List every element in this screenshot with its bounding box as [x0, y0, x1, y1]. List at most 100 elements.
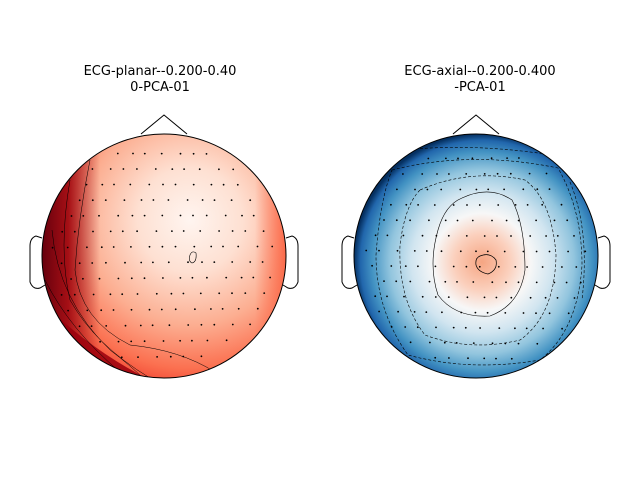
sensor-marker — [201, 199, 204, 201]
sensor-marker — [206, 339, 209, 342]
sensor-marker — [213, 199, 216, 202]
title-line-1: ECG-axial--0.200-0.400 — [404, 64, 556, 79]
sensor-marker — [402, 173, 404, 175]
sensor-marker — [504, 312, 507, 314]
sensor-marker — [517, 342, 520, 345]
sensor-marker — [199, 230, 202, 232]
sensor-marker — [262, 230, 265, 233]
sensor-marker — [182, 292, 185, 295]
sensor-marker — [448, 173, 450, 175]
sensor-marker — [466, 296, 469, 299]
sensor-marker — [491, 219, 493, 222]
sensor-marker — [162, 340, 165, 342]
sensor-marker — [452, 326, 455, 329]
sensor-marker — [193, 245, 196, 248]
sensor-marker — [452, 204, 455, 206]
sensor-marker — [182, 230, 185, 232]
sensor-marker — [213, 261, 216, 263]
sensor-marker — [240, 276, 243, 279]
sensor-marker — [435, 326, 437, 329]
sensor-marker — [390, 265, 393, 267]
sensor-marker — [152, 261, 154, 264]
sensor-marker — [496, 172, 499, 175]
sensor-marker — [90, 325, 93, 327]
sensor-marker — [506, 157, 508, 160]
sensor-marker — [112, 309, 115, 311]
sensor-marker — [417, 204, 419, 206]
sensor-marker — [417, 265, 419, 268]
sensor-marker — [192, 183, 195, 186]
sensor-marker — [218, 168, 220, 171]
sensor-marker — [191, 276, 194, 279]
sensor-marker — [152, 199, 155, 201]
sensor-marker — [206, 276, 208, 279]
sensor-marker — [231, 261, 234, 263]
sensor-marker — [230, 199, 233, 202]
sensor-marker — [169, 355, 172, 358]
sensor-marker — [447, 234, 450, 237]
sensor-marker — [421, 173, 424, 175]
sensor-marker — [465, 265, 468, 268]
sensor-marker — [160, 152, 163, 155]
sensor-marker — [191, 339, 193, 342]
sensor-marker — [271, 245, 274, 248]
sensor-marker — [225, 339, 228, 342]
sensor-marker — [565, 281, 568, 284]
sensor-marker — [378, 310, 380, 313]
sensor-marker — [496, 235, 498, 237]
sensor-marker — [161, 245, 164, 248]
sensor-marker — [241, 214, 243, 217]
sensor-marker — [109, 168, 112, 170]
sensor-marker — [161, 214, 164, 217]
sensor-marker — [510, 296, 513, 299]
sensor-marker — [497, 204, 500, 206]
sensor-marker — [183, 168, 186, 171]
sensor-marker — [497, 265, 500, 268]
sensor-marker — [427, 157, 430, 160]
sensor-marker — [434, 265, 437, 268]
sensor-marker — [148, 183, 151, 186]
sensor-marker — [232, 168, 235, 171]
sensor-marker — [548, 250, 551, 253]
sensor-marker — [205, 153, 208, 155]
sensor-marker — [199, 292, 202, 295]
sensor-marker — [425, 311, 428, 313]
sensor-marker — [472, 342, 475, 344]
sensor-marker — [556, 297, 559, 299]
sensor-marker — [397, 310, 399, 313]
sensor-marker — [140, 199, 143, 201]
sensor-marker — [213, 323, 216, 326]
sensor-marker — [402, 234, 405, 237]
sensor-marker — [252, 276, 255, 279]
sensor-marker — [218, 230, 221, 232]
sensor-marker — [490, 157, 493, 160]
sensor-marker — [483, 357, 486, 360]
sensor-marker — [514, 327, 516, 330]
sensor-marker — [386, 295, 388, 298]
sensor-marker — [509, 172, 512, 175]
sensor-marker — [132, 152, 134, 155]
sensor-marker — [91, 199, 94, 202]
sensor-marker — [390, 325, 393, 328]
sensor-marker — [162, 277, 164, 279]
sensor-marker — [160, 308, 163, 311]
sensor-marker — [541, 203, 544, 206]
sensor-marker — [465, 235, 468, 237]
sensor-marker — [409, 341, 412, 344]
sensor-marker — [109, 230, 112, 233]
sensor-marker — [374, 295, 377, 298]
sensor-marker — [236, 183, 239, 186]
sensor-marker — [535, 312, 537, 315]
sensor-marker — [162, 183, 164, 186]
sensor-marker — [143, 340, 146, 343]
sensor-marker — [130, 277, 133, 280]
sensor-marker — [396, 188, 398, 191]
sensor-marker — [70, 278, 72, 280]
sensor-marker — [498, 327, 501, 329]
sensor-marker — [429, 341, 431, 344]
sensor-marker — [139, 324, 142, 327]
sensor-marker — [98, 277, 101, 280]
sensor-marker — [151, 324, 154, 327]
sensor-marker — [222, 245, 224, 248]
sensor-marker — [528, 172, 531, 175]
